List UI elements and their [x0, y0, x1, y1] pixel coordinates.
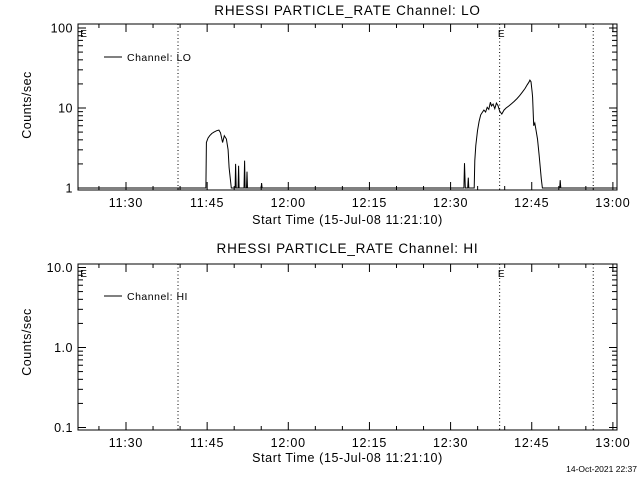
x-tick-label: 13:00	[595, 196, 630, 210]
x-tick-label: 13:00	[595, 436, 630, 450]
y-axis-label: Counts/sec	[20, 308, 34, 376]
y-tick-label: 100	[51, 22, 73, 36]
y-tick-label: 1	[66, 182, 73, 196]
panel-title: RHESSI PARTICLE_RATE Channel: LO	[214, 3, 480, 18]
x-tick-label: 12:15	[352, 436, 387, 450]
y-axis-label: Counts/sec	[20, 71, 34, 139]
x-tick-label: 12:00	[271, 196, 306, 210]
x-tick-label: 12:30	[433, 196, 468, 210]
panel-frame	[77, 263, 618, 431]
y-tick-label: 1.0	[54, 341, 73, 355]
eclipse-marker-label: E	[80, 269, 87, 280]
y-tick-label: 10	[58, 102, 73, 116]
x-tick-label: 12:45	[514, 196, 549, 210]
x-tick-label: 11:45	[190, 196, 224, 210]
panel-title: RHESSI PARTICLE_RATE Channel: HI	[217, 241, 479, 256]
x-axis-label: Start Time (15-Jul-08 11:21:10)	[252, 213, 443, 227]
data-curve	[80, 79, 613, 189]
eclipse-marker-label: E	[498, 29, 505, 40]
y-tick-label: 10.0	[47, 261, 73, 275]
x-tick-label: 11:45	[190, 436, 224, 450]
legend-label: Channel: LO	[127, 52, 191, 64]
x-tick-label: 11:30	[109, 196, 143, 210]
x-tick-label: 12:00	[271, 436, 306, 450]
eclipse-marker-label: E	[80, 29, 87, 40]
x-tick-label: 12:15	[352, 196, 387, 210]
x-tick-label: 11:30	[109, 436, 143, 450]
legend-label: Channel: HI	[127, 291, 188, 303]
eclipse-marker-label: E	[498, 269, 505, 280]
x-tick-label: 12:30	[433, 436, 468, 450]
x-axis-label: Start Time (15-Jul-08 11:21:10)	[252, 451, 443, 465]
y-tick-label: 0.1	[54, 421, 73, 435]
plot-timestamp: 14-Oct-2021 22:37	[566, 464, 637, 474]
panel-frame	[77, 23, 618, 191]
x-tick-label: 12:45	[514, 436, 549, 450]
